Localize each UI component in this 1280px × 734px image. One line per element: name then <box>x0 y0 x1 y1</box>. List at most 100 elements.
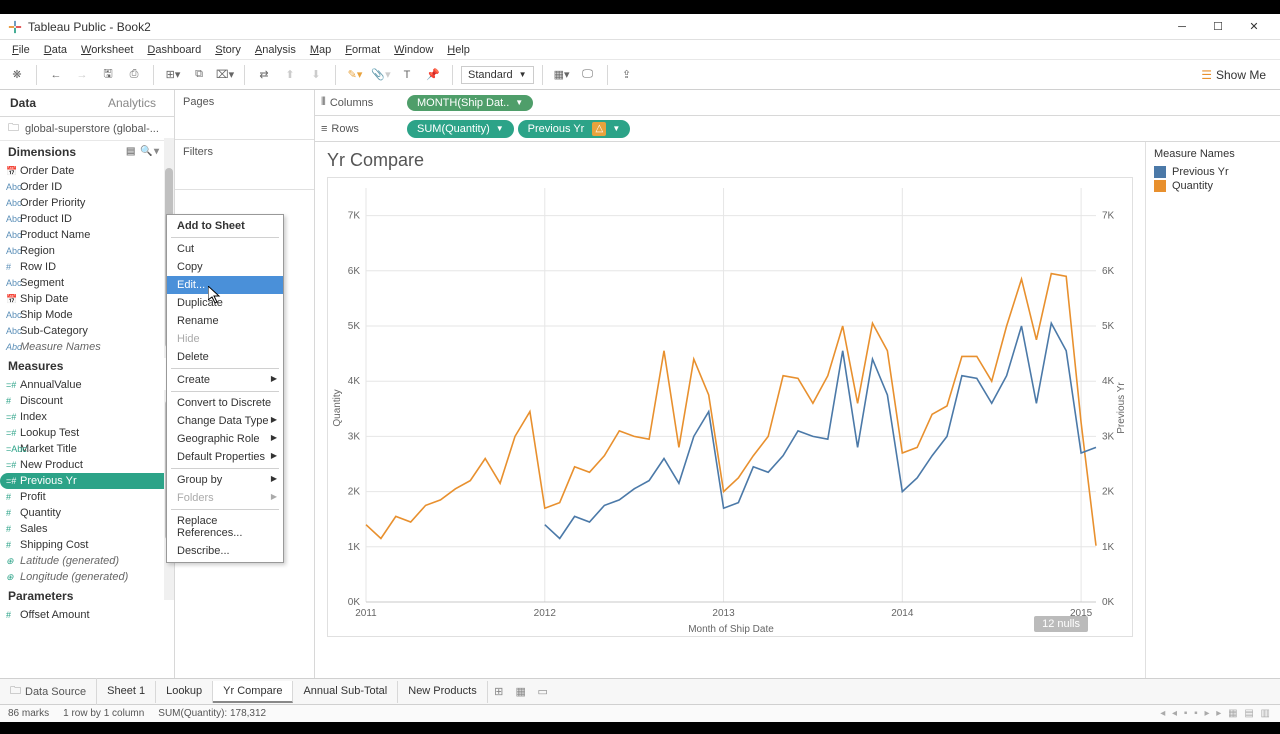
menu-window[interactable]: Window <box>388 42 439 58</box>
find-icon[interactable]: 🔍 <box>140 146 152 158</box>
new-data-button[interactable]: ⎙ <box>123 64 145 86</box>
field-annualvalue[interactable]: =#AnnualValue <box>0 377 174 393</box>
ctx-rename[interactable]: Rename <box>167 312 283 330</box>
menu-map[interactable]: Map <box>304 42 337 58</box>
ctx-edit-[interactable]: Edit... <box>167 276 283 294</box>
menu-story[interactable]: Story <box>209 42 247 58</box>
menu-format[interactable]: Format <box>339 42 386 58</box>
back-button[interactable]: ← <box>45 64 67 86</box>
legend-item-previous-yr[interactable]: Previous Yr <box>1154 166 1272 178</box>
highlight-button[interactable]: ✎▾ <box>344 64 366 86</box>
pin-button[interactable]: 📌 <box>422 64 444 86</box>
view-data-icon[interactable]: ▤ <box>126 146 138 158</box>
presentation-button[interactable]: 🖵 <box>577 64 599 86</box>
ctx-cut[interactable]: Cut <box>167 240 283 258</box>
pages-shelf[interactable]: Pages <box>175 90 314 140</box>
ctx-default-properties[interactable]: Default Properties▶ <box>167 448 283 466</box>
menu-help[interactable]: Help <box>441 42 476 58</box>
sort-desc-button[interactable]: ⬇ <box>305 64 327 86</box>
share-button[interactable]: ⇪ <box>616 64 638 86</box>
viz-title[interactable]: Yr Compare <box>327 150 1133 171</box>
show-cards-button[interactable]: ▦▾ <box>551 64 573 86</box>
field-product-id[interactable]: AbcProduct ID <box>0 211 174 227</box>
nulls-indicator[interactable]: 12 nulls <box>1034 616 1088 632</box>
ctx-change-data-type[interactable]: Change Data Type▶ <box>167 412 283 430</box>
viz-canvas[interactable]: Yr Compare 0K0K1K1K2K2K3K3K4K4K5K5K6K6K7… <box>315 142 1145 678</box>
filters-shelf[interactable]: Filters <box>175 140 314 190</box>
datasource-name[interactable]: 🗀global-superstore (global-... <box>0 117 174 141</box>
sheet-tab-lookup[interactable]: Lookup <box>156 681 213 703</box>
status-nav[interactable]: ◂ ◂ ▪ ▪ ▸ ▸ ▦ ▤ ▥ <box>1160 708 1272 719</box>
tableau-logo-button[interactable]: ❋ <box>6 64 28 86</box>
minimize-button[interactable]: ─ <box>1164 14 1200 40</box>
field-order-date[interactable]: 📅Order Date <box>0 163 174 179</box>
field-longitude-generated-[interactable]: ⊕Longitude (generated) <box>0 569 174 585</box>
columns-shelf[interactable]: ⦀Columns MONTH(Ship Dat..▼ <box>315 90 1280 116</box>
menu-dashboard[interactable]: Dashboard <box>141 42 207 58</box>
sort-asc-button[interactable]: ⬆ <box>279 64 301 86</box>
rows-shelf[interactable]: ≡Rows SUM(Quantity)▼Previous Yr△▼ <box>315 116 1280 142</box>
analytics-tab[interactable]: Analytics <box>46 90 174 116</box>
sheet-tab-yr-compare[interactable]: Yr Compare <box>213 681 293 703</box>
sheet-tab-sheet-1[interactable]: Sheet 1 <box>97 681 156 703</box>
field-sales[interactable]: #Sales <box>0 521 174 537</box>
field-previous-yr[interactable]: =#Previous Yr <box>0 473 175 489</box>
ctx-copy[interactable]: Copy <box>167 258 283 276</box>
clear-button[interactable]: ⌧▾ <box>214 64 236 86</box>
ctx-replace-references-[interactable]: Replace References... <box>167 512 283 542</box>
sheet-tab-annual-sub-total[interactable]: Annual Sub-Total <box>293 681 398 703</box>
close-button[interactable]: ✕ <box>1236 14 1272 40</box>
new-sheet-button[interactable]: ⊞ <box>488 685 510 698</box>
new-worksheet-button[interactable]: ⊞▾ <box>162 64 184 86</box>
new-story-button[interactable]: ▭ <box>532 685 554 698</box>
menu-analysis[interactable]: Analysis <box>249 42 302 58</box>
pill-previous-yr[interactable]: Previous Yr△▼ <box>518 120 631 138</box>
field-shipping-cost[interactable]: #Shipping Cost <box>0 537 174 553</box>
field-segment[interactable]: AbcSegment <box>0 275 174 291</box>
ctx-describe-[interactable]: Describe... <box>167 542 283 560</box>
field-order-priority[interactable]: AbcOrder Priority <box>0 195 174 211</box>
show-me-button[interactable]: ☰Show Me <box>1193 68 1274 82</box>
pill-sum-quantity-[interactable]: SUM(Quantity)▼ <box>407 120 514 138</box>
legend-card[interactable]: Measure Names Previous YrQuantity <box>1145 142 1280 678</box>
swap-button[interactable]: ⇄ <box>253 64 275 86</box>
field-sub-category[interactable]: AbcSub-Category <box>0 323 174 339</box>
forward-button[interactable]: → <box>71 64 93 86</box>
field-ship-mode[interactable]: AbcShip Mode <box>0 307 174 323</box>
fit-dropdown[interactable]: Standard▼ <box>461 66 534 84</box>
pill-month-ship-dat-[interactable]: MONTH(Ship Dat..▼ <box>407 95 533 111</box>
menu-file[interactable]: File <box>6 42 36 58</box>
data-tab[interactable]: Data <box>0 90 46 116</box>
field-lookup-test[interactable]: =#Lookup Test <box>0 425 174 441</box>
field-region[interactable]: AbcRegion <box>0 243 174 259</box>
field-row-id[interactable]: #Row ID <box>0 259 174 275</box>
field-quantity[interactable]: #Quantity <box>0 505 174 521</box>
menu-data[interactable]: Data <box>38 42 73 58</box>
field-offset-amount[interactable]: #Offset Amount <box>0 607 174 623</box>
field-profit[interactable]: #Profit <box>0 489 174 505</box>
label-button[interactable]: T <box>396 64 418 86</box>
field-ship-date[interactable]: 📅Ship Date <box>0 291 174 307</box>
duplicate-button[interactable]: ⧉ <box>188 64 210 86</box>
field-order-id[interactable]: AbcOrder ID <box>0 179 174 195</box>
field-measure-names[interactable]: AbcMeasure Names <box>0 339 174 355</box>
sheet-tab-new-products[interactable]: New Products <box>398 681 487 703</box>
field-market-title[interactable]: =AbcMarket Title <box>0 441 174 457</box>
field-latitude-generated-[interactable]: ⊕Latitude (generated) <box>0 553 174 569</box>
field-new-product[interactable]: =#New Product <box>0 457 174 473</box>
field-discount[interactable]: #Discount <box>0 393 174 409</box>
save-button[interactable]: 🖫 <box>97 64 119 86</box>
ctx-duplicate[interactable]: Duplicate <box>167 294 283 312</box>
ctx-create[interactable]: Create▶ <box>167 371 283 389</box>
ctx-convert-to-discrete[interactable]: Convert to Discrete <box>167 394 283 412</box>
new-dashboard-button[interactable]: ▦ <box>510 685 532 698</box>
legend-item-quantity[interactable]: Quantity <box>1154 180 1272 192</box>
maximize-button[interactable]: ☐ <box>1200 14 1236 40</box>
menu-worksheet[interactable]: Worksheet <box>75 42 139 58</box>
ctx-delete[interactable]: Delete <box>167 348 283 366</box>
ctx-add-to-sheet[interactable]: Add to Sheet <box>167 217 283 235</box>
field-product-name[interactable]: AbcProduct Name <box>0 227 174 243</box>
group-button[interactable]: 📎▾ <box>370 64 392 86</box>
ctx-geographic-role[interactable]: Geographic Role▶ <box>167 430 283 448</box>
data-source-tab[interactable]: 🗀Data Source <box>0 678 97 705</box>
